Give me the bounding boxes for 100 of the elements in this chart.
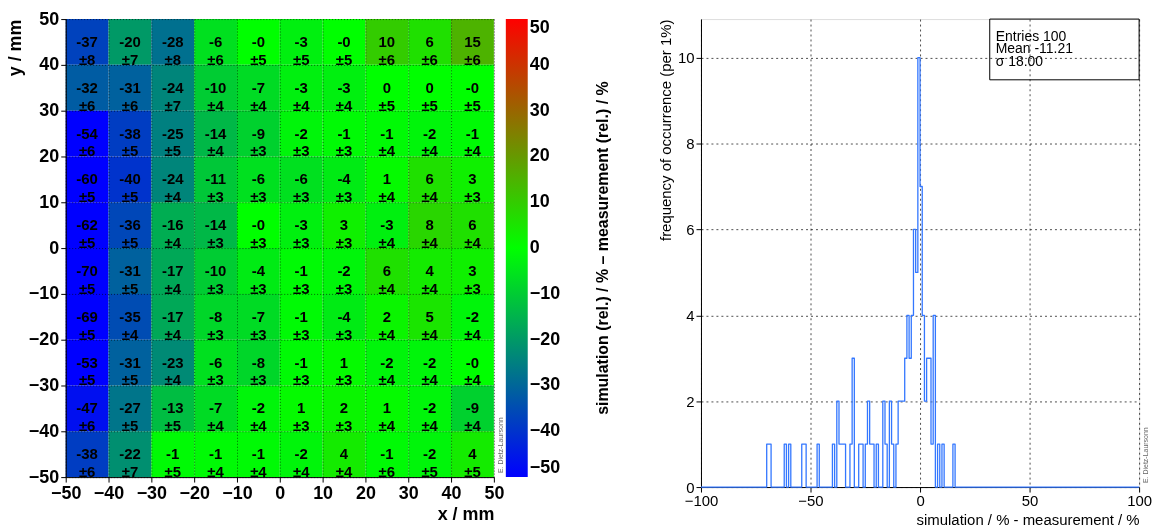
color-bar-label: 0 xyxy=(529,237,540,258)
data-label: -53 ±5 xyxy=(76,353,98,389)
data-label: -6 ±3 xyxy=(207,353,224,389)
data-label: -25 ±5 xyxy=(161,124,184,160)
data-label: -0 ±4 xyxy=(464,353,482,389)
color-bar-label: −40 xyxy=(529,420,561,441)
data-label: -54 ±6 xyxy=(76,124,99,160)
y-tick-label: −20 xyxy=(28,329,60,350)
data-label: -3 ±4 xyxy=(292,78,311,114)
data-label: -2 ±4 xyxy=(421,399,439,435)
data-label: -4 ±3 xyxy=(335,307,353,343)
data-label: -3 ±3 xyxy=(292,216,310,252)
data-label: -3 ±5 xyxy=(292,32,310,68)
data-label: -2 ±4 xyxy=(421,353,439,389)
color-bar-title: simulation (rel.) / % – measurement (rel.) / % xyxy=(594,81,612,415)
x-tick-label: 0 xyxy=(916,492,925,510)
data-label: -6 ±3 xyxy=(250,170,267,206)
data-label: -0 ±5 xyxy=(335,32,353,68)
data-label: -28 ±8 xyxy=(161,32,184,68)
y-tick-label: 10 xyxy=(39,191,60,212)
data-label: 1 ±3 xyxy=(292,399,310,435)
y-axis-title: frequency of occurrence (per 1%) xyxy=(656,19,674,242)
y-tick-label: 50 xyxy=(39,8,60,29)
y-axis-title: y / mm xyxy=(4,19,25,77)
color-bar-label: 30 xyxy=(529,99,550,120)
data-label: -3 ±4 xyxy=(378,216,396,252)
y-tick-label: 4 xyxy=(686,306,695,324)
data-label: -38 ±5 xyxy=(119,124,141,160)
y-tick-label: 10 xyxy=(677,49,695,67)
data-label: -1 ±5 xyxy=(164,445,182,481)
data-label: 2 ±3 xyxy=(335,399,353,435)
data-label: 15 ±6 xyxy=(464,32,481,68)
data-label: 3 ±3 xyxy=(335,216,353,252)
data-label: -1 ±3 xyxy=(292,353,310,389)
x-tick-label: 30 xyxy=(398,482,419,503)
data-label: -11 ±3 xyxy=(205,170,226,206)
data-label: -2 ±4 xyxy=(250,399,268,435)
data-label: -2 ±4 xyxy=(378,353,396,389)
data-label: 0 ±5 xyxy=(378,78,396,114)
data-label: -38 ±6 xyxy=(76,445,98,481)
color-bar-label: 20 xyxy=(529,145,550,166)
y-tick-label: −50 xyxy=(28,466,60,487)
data-label: -7 ±4 xyxy=(250,78,268,114)
data-label: -8 ±3 xyxy=(207,307,224,343)
data-label: -24 ±7 xyxy=(161,78,185,114)
data-label: -2 ±5 xyxy=(421,445,438,481)
x-tick-label: −100 xyxy=(684,492,719,510)
data-label: 2 ±4 xyxy=(378,307,396,343)
data-label: -0 ±5 xyxy=(250,32,267,68)
data-label: -2 ±3 xyxy=(335,261,353,297)
data-label: -20 ±7 xyxy=(119,32,141,68)
y-tick-label: 0 xyxy=(49,237,60,258)
color-bar-label: −20 xyxy=(529,328,561,349)
data-label: -2 ±4 xyxy=(292,445,311,481)
x-tick-label: −20 xyxy=(179,482,210,503)
x-tick-label: 40 xyxy=(441,482,462,503)
data-label: -6 ±6 xyxy=(207,32,224,68)
data-label: -2 ±4 xyxy=(421,124,439,160)
x-tick-label: 100 xyxy=(1127,492,1153,510)
x-tick-label: 50 xyxy=(484,482,505,503)
data-label: 1 ±4 xyxy=(378,399,396,435)
y-tick-label: −40 xyxy=(28,420,60,441)
data-label: -32 ±6 xyxy=(76,78,98,114)
color-bar-label: −50 xyxy=(529,457,561,478)
color-bar-label: −10 xyxy=(529,282,561,303)
x-tick-label: −50 xyxy=(798,492,824,510)
data-label: -7 ±3 xyxy=(250,307,267,343)
data-label: -8 ±3 xyxy=(250,353,267,389)
x-axis-title: simulation / % - measurement / % xyxy=(916,511,1140,529)
data-label: -6 ±3 xyxy=(292,170,310,206)
data-label: -0 ±3 xyxy=(250,216,267,252)
data-label: -70 ±5 xyxy=(76,261,98,297)
data-label: -10 ±4 xyxy=(204,78,227,114)
y-tick-label: 40 xyxy=(39,54,60,75)
data-label: 3 ±3 xyxy=(464,170,481,206)
x-tick-label: 20 xyxy=(355,482,376,503)
data-label: -1 ±4 xyxy=(207,445,225,481)
y-tick-label: −30 xyxy=(28,374,60,395)
data-label: -13 ±5 xyxy=(161,399,184,435)
data-label: -1 ±3 xyxy=(335,124,353,160)
data-label: 1 ±4 xyxy=(378,170,396,206)
data-label: -31 ±5 xyxy=(119,353,141,389)
data-label: -16 ±4 xyxy=(161,216,184,252)
y-tick-label: 2 xyxy=(686,392,695,410)
data-label: -17 ±4 xyxy=(161,307,184,343)
data-label: -1 ±4 xyxy=(464,124,482,160)
y-tick-label: 30 xyxy=(39,100,60,121)
data-label: 6 ±4 xyxy=(378,261,396,297)
y-tick-label: −10 xyxy=(28,283,60,304)
data-label: 5 ±4 xyxy=(421,307,439,343)
data-label: -24 ±4 xyxy=(161,170,185,206)
data-label: 8 ±4 xyxy=(421,216,439,252)
x-tick-label: 0 xyxy=(275,482,286,503)
data-label: -36 ±5 xyxy=(119,216,141,252)
data-label: -0 ±5 xyxy=(464,78,481,114)
data-label: -3 ±4 xyxy=(335,78,353,114)
color-bar-label: 50 xyxy=(529,17,550,38)
data-label: 3 ±3 xyxy=(464,261,481,297)
data-label: -62 ±5 xyxy=(76,216,98,252)
data-label: -35 ±4 xyxy=(119,307,141,343)
